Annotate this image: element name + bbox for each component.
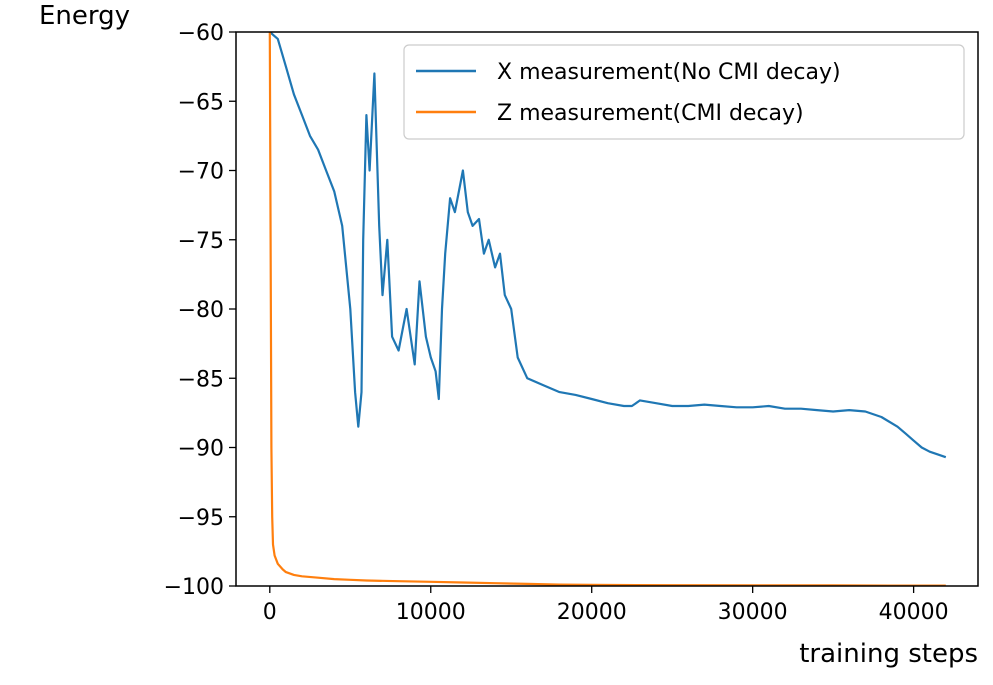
x-tick-label: 30000 xyxy=(718,600,788,625)
x-tick-label: 10000 xyxy=(396,600,466,625)
series-line-z-measurement xyxy=(268,32,946,586)
y-tick-label: −70 xyxy=(178,160,224,185)
legend-label-x-measurement: X measurement(No CMI decay) xyxy=(497,60,841,85)
x-axis: 0 10000 20000 30000 40000 xyxy=(263,586,949,625)
y-tick-label: −95 xyxy=(178,506,224,531)
x-tick-label: 40000 xyxy=(879,600,949,625)
legend: X measurement(No CMI decay) Z measuremen… xyxy=(403,44,965,140)
y-axis-label: Energy xyxy=(39,1,130,31)
y-axis: −60 −65 −70 −75 −80 −85 −90 −95 −100 xyxy=(164,21,236,600)
x-axis-label: training steps xyxy=(799,639,978,669)
y-tick-label: −60 xyxy=(178,21,224,46)
legend-label-z-measurement: Z measurement(CMI decay) xyxy=(497,101,804,126)
y-tick-label: −65 xyxy=(178,90,224,115)
x-tick-label: 0 xyxy=(263,600,277,625)
x-tick-label: 20000 xyxy=(557,600,627,625)
series-line-x-measurement xyxy=(269,32,947,459)
legend-box xyxy=(403,44,965,140)
y-tick-label: −85 xyxy=(178,367,224,392)
y-tick-label: −75 xyxy=(178,229,224,254)
y-tick-label: −90 xyxy=(178,437,224,462)
y-tick-label: −100 xyxy=(164,575,224,600)
series-layer xyxy=(268,32,947,586)
y-tick-label: −80 xyxy=(178,298,224,323)
